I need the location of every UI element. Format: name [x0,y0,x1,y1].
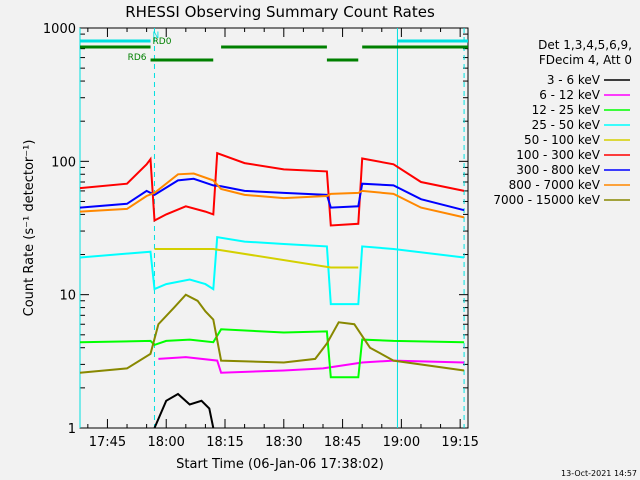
y-tick-label: 1000 [43,22,76,37]
chart-title: RHESSI Observing Summary Count Rates [125,3,435,21]
x-tick-label: 19:15 [441,435,478,450]
series-line [79,236,465,306]
series-line [79,293,465,374]
x-tick-label: 18:45 [324,435,361,450]
x-tick-label: 18:15 [206,435,243,450]
y-tick-label: 10 [59,289,76,304]
plot-frame [79,27,469,429]
series-line [158,356,465,374]
y-tick-label: 100 [51,155,76,170]
flag-label: RD0 [153,37,172,47]
x-tick-label: 18:00 [147,435,184,450]
series-line [79,328,465,379]
legend-item-label: 100 - 300 keV [516,148,600,162]
series-line [154,248,359,269]
series-line [79,172,465,219]
flag-label: N [153,31,160,41]
legend-item-label: 7000 - 15000 keV [493,193,600,207]
series-line [79,151,465,227]
legend-item-label: 800 - 7000 keV [509,178,601,192]
x-tick-label: 18:30 [265,435,302,450]
legend-item-label: 12 - 25 keV [532,103,601,117]
legend-header-line-2: FDecim 4, Att 0 [539,53,632,67]
series-line [153,392,215,429]
y-axis-label: Count Rate (s⁻¹ detector⁻¹) [22,140,37,317]
x-tick-label: 19:00 [383,435,420,450]
legend-item-label: 300 - 800 keV [516,163,600,177]
generated-timestamp: 13-Oct-2021 14:57 [561,469,637,478]
series-layer [79,151,465,429]
y-tick-label: 1 [68,422,76,437]
legend: Det 1,3,4,5,6,9, FDecim 4, Att 0 3 - 6 k… [493,38,632,207]
flag-label: RD6 [128,53,147,63]
x-tick-label: 17:45 [89,435,126,450]
legend-item-label: 3 - 6 keV [547,73,601,87]
legend-item-label: 50 - 100 keV [524,133,601,147]
legend-item-label: 6 - 12 keV [539,88,601,102]
legend-item-label: 25 - 50 keV [532,118,601,132]
axis-ticks: 1 10 100 1000 17:45 18:00 18:15 18:30 18:45 19:00… [43,22,479,450]
legend-header-line-1: Det 1,3,4,5,6,9, [538,38,632,52]
x-axis-label: Start Time (06-Jan-06 17:38:02) [176,457,384,472]
